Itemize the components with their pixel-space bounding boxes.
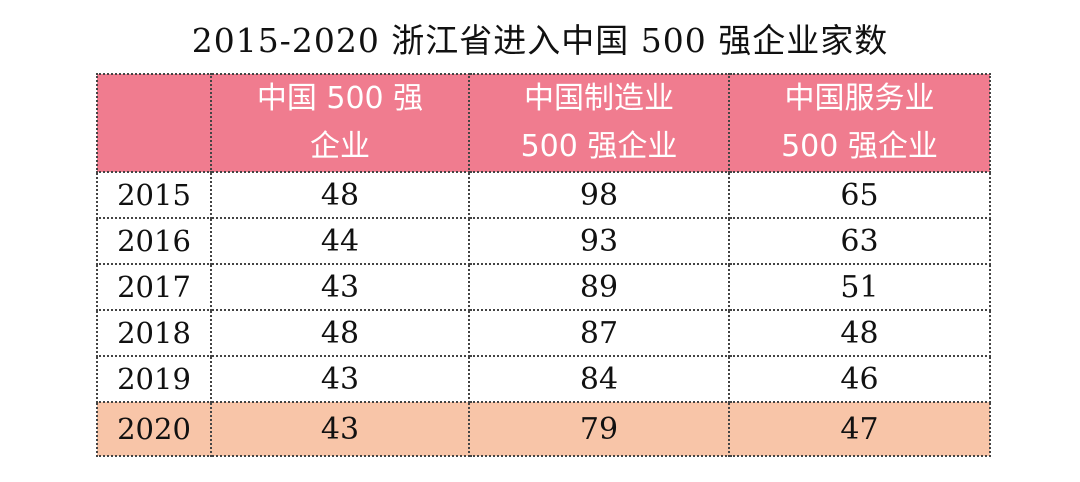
value-cell: 48 — [210, 171, 470, 219]
value-cell: 65 — [728, 171, 991, 219]
year-cell: 2020 — [96, 401, 212, 457]
header-line: 企业 — [310, 129, 370, 164]
value-cell: 84 — [468, 355, 730, 403]
year-cell: 2016 — [96, 217, 212, 265]
year-cell: 2018 — [96, 309, 212, 357]
header-line: 500 强企业 — [520, 129, 678, 164]
table-row: 2015 48 98 65 — [96, 171, 991, 219]
table-row: 2019 43 84 46 — [96, 355, 991, 403]
header-cell-manufacturing: 中国制造业 500 强企业 — [468, 73, 730, 173]
value-cell: 48 — [210, 309, 470, 357]
header-corner-cell — [96, 73, 212, 173]
header-cell-top500: 中国 500 强 企业 — [210, 73, 470, 173]
table-row: 2017 43 89 51 — [96, 263, 991, 311]
value-cell: 98 — [468, 171, 730, 219]
year-cell: 2019 — [96, 355, 212, 403]
value-cell: 46 — [728, 355, 991, 403]
value-cell: 47 — [728, 401, 991, 457]
table-row: 2018 48 87 48 — [96, 309, 991, 357]
value-cell: 63 — [728, 217, 991, 265]
value-cell: 87 — [468, 309, 730, 357]
year-cell: 2017 — [96, 263, 212, 311]
header-line: 500 强企业 — [781, 129, 938, 164]
value-cell: 44 — [210, 217, 470, 265]
table-row-highlighted: 2020 43 79 47 — [96, 401, 991, 457]
value-cell: 79 — [468, 401, 730, 457]
header-cell-services: 中国服务业 500 强企业 — [728, 73, 991, 173]
value-cell: 93 — [468, 217, 730, 265]
value-cell: 51 — [728, 263, 991, 311]
table-row: 2016 44 93 63 — [96, 217, 991, 265]
value-cell: 43 — [210, 401, 470, 457]
header-row: 中国 500 强 企业 中国制造业 500 强企业 中国服务业 500 强企业 — [96, 73, 991, 173]
header-line: 中国 500 强 — [256, 81, 424, 116]
value-cell: 48 — [728, 309, 991, 357]
header-line: 中国制造业 — [524, 81, 674, 116]
value-cell: 43 — [210, 263, 470, 311]
year-cell: 2015 — [96, 171, 212, 219]
header-line: 中国服务业 — [784, 81, 935, 116]
data-table: 中国 500 强 企业 中国制造业 500 强企业 中国服务业 500 强企业 … — [96, 73, 991, 457]
value-cell: 89 — [468, 263, 730, 311]
page-title: 2015-2020 浙江省进入中国 500 强企业家数 — [191, 21, 889, 60]
value-cell: 43 — [210, 355, 470, 403]
